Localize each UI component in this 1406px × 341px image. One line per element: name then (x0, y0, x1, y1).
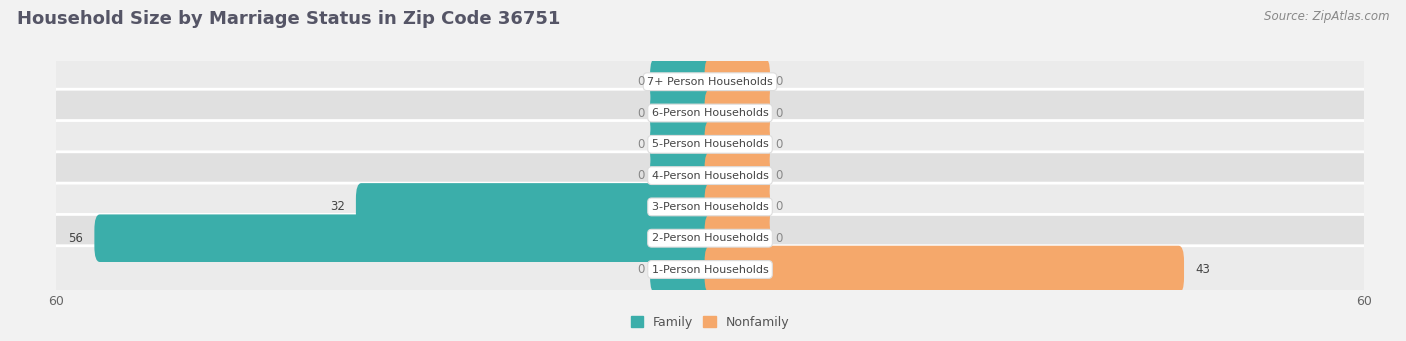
Text: 56: 56 (69, 232, 83, 245)
FancyBboxPatch shape (53, 183, 1367, 231)
Text: 32: 32 (330, 201, 344, 213)
FancyBboxPatch shape (704, 120, 770, 168)
FancyBboxPatch shape (704, 183, 770, 231)
Text: 5-Person Households: 5-Person Households (651, 139, 769, 149)
Text: 0: 0 (776, 75, 783, 88)
FancyBboxPatch shape (53, 120, 1367, 168)
Text: 4-Person Households: 4-Person Households (651, 170, 769, 181)
FancyBboxPatch shape (53, 89, 1367, 137)
Text: Source: ZipAtlas.com: Source: ZipAtlas.com (1264, 10, 1389, 23)
FancyBboxPatch shape (650, 58, 716, 105)
FancyBboxPatch shape (94, 214, 716, 262)
Text: 0: 0 (637, 263, 644, 276)
FancyBboxPatch shape (650, 152, 716, 199)
Text: 0: 0 (776, 232, 783, 245)
Text: 6-Person Households: 6-Person Households (651, 108, 769, 118)
FancyBboxPatch shape (704, 214, 770, 262)
Text: 0: 0 (637, 138, 644, 151)
Text: 0: 0 (776, 106, 783, 119)
Text: 43: 43 (1195, 263, 1209, 276)
Legend: Family, Nonfamily: Family, Nonfamily (626, 311, 794, 334)
FancyBboxPatch shape (704, 152, 770, 199)
Text: 0: 0 (776, 169, 783, 182)
FancyBboxPatch shape (53, 58, 1367, 105)
FancyBboxPatch shape (650, 120, 716, 168)
FancyBboxPatch shape (356, 183, 716, 231)
Text: Household Size by Marriage Status in Zip Code 36751: Household Size by Marriage Status in Zip… (17, 10, 560, 28)
Text: 3-Person Households: 3-Person Households (651, 202, 769, 212)
Text: 0: 0 (776, 201, 783, 213)
Text: 0: 0 (637, 75, 644, 88)
FancyBboxPatch shape (704, 246, 1184, 293)
FancyBboxPatch shape (704, 89, 770, 137)
Text: 0: 0 (637, 106, 644, 119)
FancyBboxPatch shape (650, 89, 716, 137)
Text: 0: 0 (637, 169, 644, 182)
Text: 1-Person Households: 1-Person Households (651, 265, 769, 275)
FancyBboxPatch shape (53, 214, 1367, 262)
Text: 0: 0 (776, 138, 783, 151)
Text: 7+ Person Households: 7+ Person Households (647, 77, 773, 87)
FancyBboxPatch shape (704, 58, 770, 105)
FancyBboxPatch shape (53, 246, 1367, 293)
FancyBboxPatch shape (650, 246, 716, 293)
Text: 2-Person Households: 2-Person Households (651, 233, 769, 243)
FancyBboxPatch shape (53, 152, 1367, 199)
